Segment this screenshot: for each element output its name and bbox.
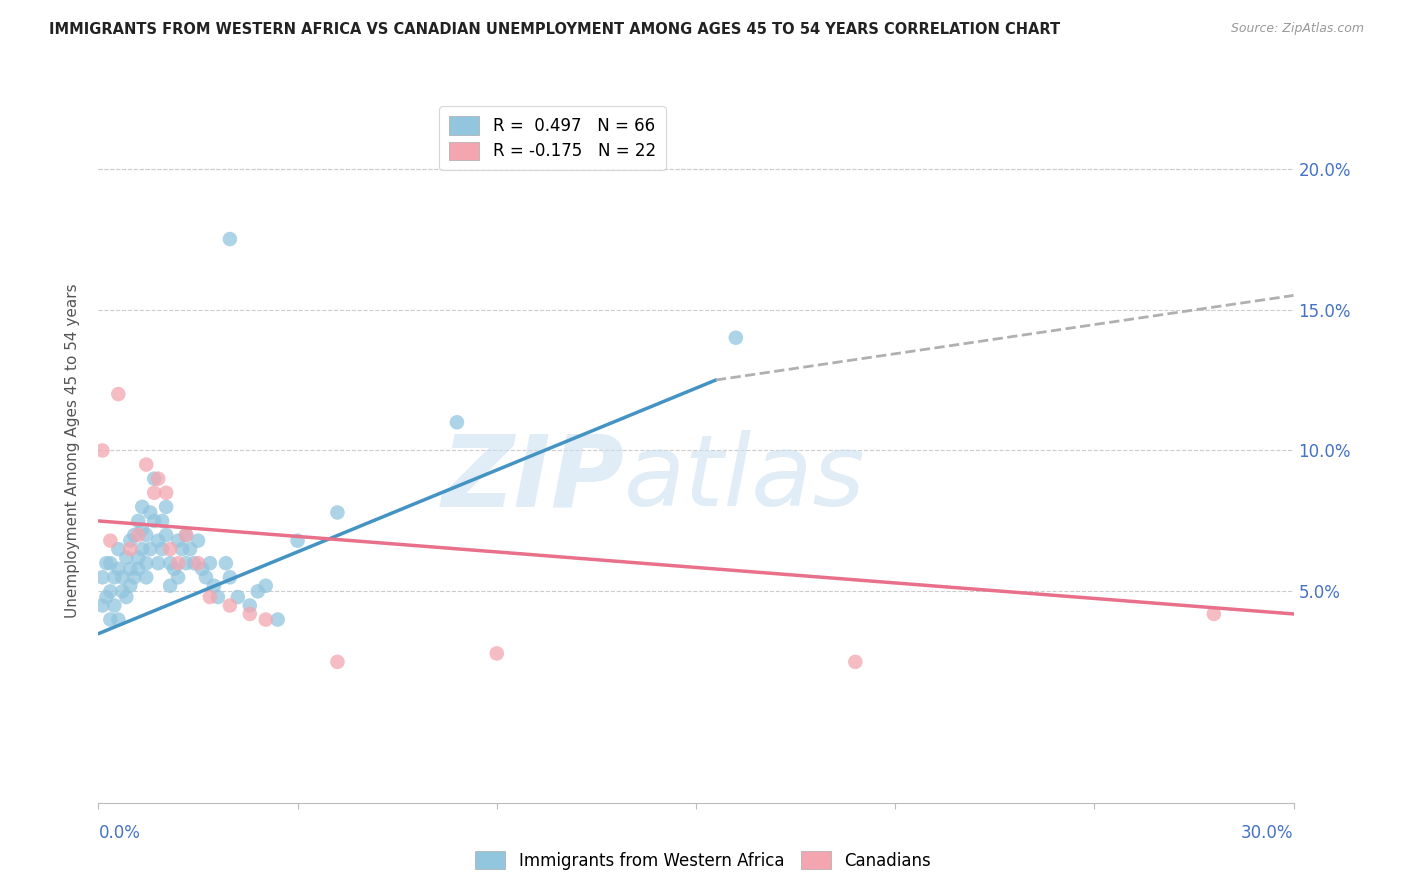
Point xyxy=(163,562,186,576)
Point xyxy=(103,599,125,613)
Legend: Immigrants from Western Africa, Canadians: Immigrants from Western Africa, Canadian… xyxy=(468,845,938,877)
Point xyxy=(254,579,277,593)
Point xyxy=(131,522,153,536)
Point xyxy=(174,528,197,542)
Point xyxy=(143,485,166,500)
Text: Source: ZipAtlas.com: Source: ZipAtlas.com xyxy=(1230,22,1364,36)
Point xyxy=(174,556,197,570)
Point xyxy=(98,584,122,599)
Point xyxy=(143,514,166,528)
Point xyxy=(120,533,142,548)
Point xyxy=(120,562,142,576)
Point xyxy=(174,528,197,542)
Point xyxy=(219,599,242,613)
Point xyxy=(91,599,114,613)
Point xyxy=(127,550,149,565)
Point xyxy=(107,387,129,401)
Text: ZIP: ZIP xyxy=(441,430,624,527)
Point xyxy=(219,570,242,584)
Point xyxy=(446,415,468,429)
Point xyxy=(135,556,157,570)
Point xyxy=(226,590,249,604)
Point xyxy=(198,556,221,570)
Point xyxy=(187,556,209,570)
Point xyxy=(124,570,146,584)
Point xyxy=(159,542,181,557)
Point xyxy=(215,556,238,570)
Point xyxy=(127,562,149,576)
Point xyxy=(150,514,173,528)
Point xyxy=(326,506,349,520)
Point xyxy=(155,528,177,542)
Point xyxy=(254,613,277,627)
Point xyxy=(148,556,170,570)
Point xyxy=(115,590,138,604)
Point xyxy=(107,613,129,627)
Point xyxy=(187,533,209,548)
Text: 30.0%: 30.0% xyxy=(1241,824,1294,842)
Point xyxy=(159,556,181,570)
Point xyxy=(96,590,118,604)
Point xyxy=(98,533,122,548)
Point xyxy=(159,579,181,593)
Point xyxy=(198,590,221,604)
Point xyxy=(155,500,177,514)
Point xyxy=(485,647,508,661)
Point xyxy=(179,542,201,557)
Point xyxy=(120,542,142,557)
Point xyxy=(191,562,214,576)
Point xyxy=(111,570,134,584)
Point xyxy=(167,556,190,570)
Point xyxy=(103,570,125,584)
Point xyxy=(239,599,262,613)
Point xyxy=(195,570,218,584)
Text: 0.0%: 0.0% xyxy=(98,824,141,842)
Legend: R =  0.497   N = 66, R = -0.175   N = 22: R = 0.497 N = 66, R = -0.175 N = 22 xyxy=(439,106,666,170)
Point xyxy=(135,458,157,472)
Point xyxy=(127,514,149,528)
Point xyxy=(91,443,114,458)
Point xyxy=(267,613,290,627)
Point xyxy=(127,528,149,542)
Point xyxy=(155,485,177,500)
Point xyxy=(183,556,205,570)
Point xyxy=(844,655,866,669)
Point xyxy=(207,590,229,604)
Point xyxy=(120,579,142,593)
Point xyxy=(724,331,747,345)
Point xyxy=(124,528,146,542)
Point xyxy=(148,533,170,548)
Point xyxy=(135,570,157,584)
Point xyxy=(167,533,190,548)
Point xyxy=(202,579,225,593)
Point xyxy=(98,613,122,627)
Point xyxy=(91,570,114,584)
Point xyxy=(139,542,162,557)
Point xyxy=(111,584,134,599)
Point xyxy=(239,607,262,621)
Point xyxy=(1202,607,1225,621)
Point xyxy=(150,542,173,557)
Y-axis label: Unemployment Among Ages 45 to 54 years: Unemployment Among Ages 45 to 54 years xyxy=(65,283,80,618)
Point xyxy=(167,570,190,584)
Text: IMMIGRANTS FROM WESTERN AFRICA VS CANADIAN UNEMPLOYMENT AMONG AGES 45 TO 54 YEAR: IMMIGRANTS FROM WESTERN AFRICA VS CANADI… xyxy=(49,22,1060,37)
Point xyxy=(131,542,153,557)
Point xyxy=(246,584,269,599)
Text: atlas: atlas xyxy=(624,430,866,527)
Point xyxy=(172,542,194,557)
Point xyxy=(148,472,170,486)
Point xyxy=(287,533,309,548)
Point xyxy=(143,472,166,486)
Point xyxy=(135,528,157,542)
Point xyxy=(96,556,118,570)
Point xyxy=(139,506,162,520)
Point xyxy=(115,550,138,565)
Point xyxy=(107,542,129,557)
Point xyxy=(131,500,153,514)
Point xyxy=(98,556,122,570)
Point xyxy=(326,655,349,669)
Point xyxy=(107,562,129,576)
Point xyxy=(219,232,242,246)
